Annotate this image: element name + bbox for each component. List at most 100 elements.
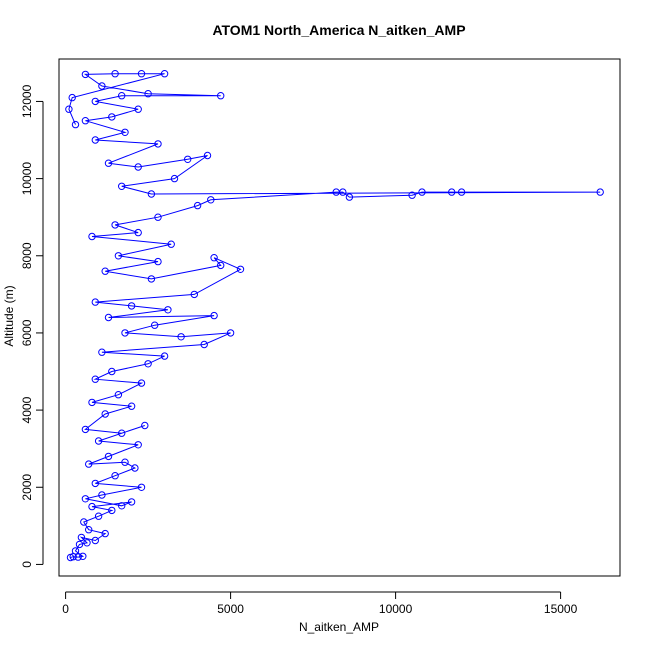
data-point <box>121 128 129 137</box>
data-point <box>154 213 162 221</box>
data-point <box>81 117 90 125</box>
data-point <box>408 191 416 199</box>
data-point <box>71 120 80 129</box>
data-point <box>164 306 172 314</box>
data-point <box>111 221 119 229</box>
data-point <box>81 425 90 434</box>
data-point <box>85 526 93 534</box>
data-point <box>74 553 82 561</box>
data-point <box>177 333 185 341</box>
data-point <box>91 97 100 106</box>
y-axis: 0 2000 4000 6000 8000 10000 12000 <box>20 84 44 568</box>
data-point <box>118 92 126 100</box>
data-point <box>141 421 149 430</box>
data-point <box>98 348 106 356</box>
data-point <box>91 536 100 545</box>
data-point <box>108 506 116 515</box>
data-point <box>68 93 76 102</box>
data-point <box>131 464 139 472</box>
data-point <box>210 254 218 262</box>
y-tick-label: 2000 <box>20 474 34 501</box>
data-point <box>104 452 113 461</box>
data-point <box>91 136 100 144</box>
data-point <box>339 188 347 196</box>
data-point <box>71 547 80 555</box>
data-point <box>147 275 156 283</box>
data-point <box>101 410 109 418</box>
data-point <box>94 512 103 520</box>
data-point <box>121 458 129 466</box>
data-point <box>111 70 119 78</box>
data-point <box>203 151 212 160</box>
y-axis-label: Altitude (m) <box>2 285 16 346</box>
data-point <box>448 188 456 196</box>
data-point <box>118 502 126 510</box>
x-axis-label: N_aitken_AMP <box>299 620 379 634</box>
data-point <box>108 113 116 121</box>
data-point <box>170 174 179 183</box>
data-point <box>160 352 169 360</box>
data-point <box>121 329 129 337</box>
data-point <box>160 70 169 78</box>
data-point <box>80 518 88 526</box>
data-point <box>236 265 245 273</box>
chart-title: ATOM1 North_America N_aitken_AMP <box>212 22 465 38</box>
data-point <box>134 441 142 449</box>
y-tick-label: 6000 <box>20 319 34 346</box>
data-point <box>65 105 73 113</box>
y-tick-label: 8000 <box>20 242 34 269</box>
data-point <box>217 261 225 270</box>
data-point <box>114 391 123 399</box>
data-point <box>226 329 235 337</box>
x-axis: 0 5000 10000 15000 <box>62 591 578 616</box>
data-point <box>184 155 192 164</box>
data-point <box>217 92 225 100</box>
data-point <box>104 159 113 167</box>
data-point <box>94 437 103 445</box>
data-point <box>98 82 106 90</box>
series-line <box>68 73 601 558</box>
y-tick-label: 12000 <box>20 84 34 118</box>
x-tick-label: 15000 <box>544 602 578 616</box>
data-point <box>91 479 100 488</box>
data-point <box>154 257 162 266</box>
data-point <box>144 90 152 98</box>
data-point <box>596 188 604 196</box>
data-point <box>345 193 354 201</box>
data-point <box>75 540 84 549</box>
data-point <box>144 360 152 368</box>
data-point <box>111 472 119 480</box>
y-tick-label: 0 <box>20 561 34 568</box>
data-point <box>457 188 466 196</box>
data-point <box>137 379 146 387</box>
data-point <box>190 290 199 299</box>
data-point <box>91 375 100 383</box>
data-point <box>104 313 113 322</box>
x-tick-label: 0 <box>62 602 69 616</box>
data-series <box>65 70 604 562</box>
data-point <box>137 483 146 491</box>
data-point <box>83 539 91 547</box>
data-point <box>418 188 426 196</box>
data-point <box>134 228 142 237</box>
data-point <box>108 367 116 376</box>
data-point <box>101 267 109 275</box>
data-point <box>151 321 159 329</box>
x-tick-label: 10000 <box>379 602 413 616</box>
data-point <box>134 163 142 171</box>
data-point <box>127 302 136 310</box>
data-point <box>88 502 96 511</box>
y-tick-label: 4000 <box>20 396 34 423</box>
data-point <box>118 429 126 437</box>
data-point <box>79 552 87 560</box>
data-point <box>193 201 202 210</box>
data-point <box>200 340 208 349</box>
data-point <box>127 498 136 506</box>
data-point <box>88 232 96 241</box>
y-tick-label: 10000 <box>20 162 34 196</box>
x-tick-label: 5000 <box>217 602 244 616</box>
data-point <box>91 298 100 306</box>
data-point <box>134 105 142 113</box>
data-point <box>77 533 86 542</box>
data-point <box>81 70 90 79</box>
